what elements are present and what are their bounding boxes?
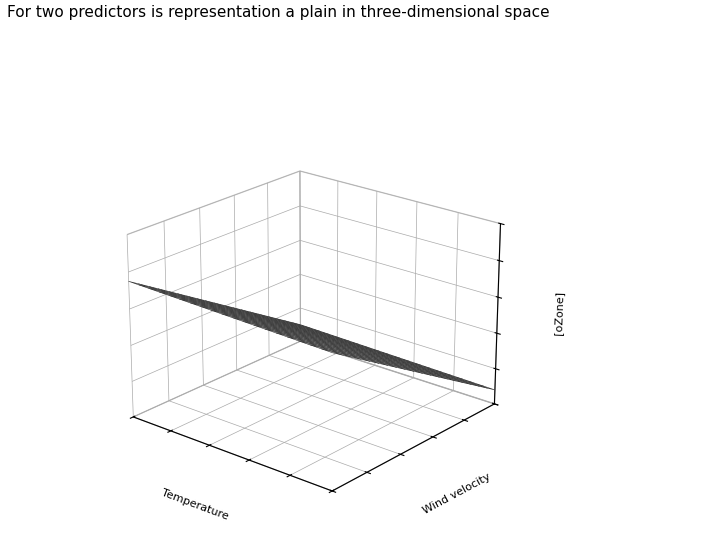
Text: For two predictors is representation a plain in three-dimensional space: For two predictors is representation a p… (7, 5, 550, 21)
X-axis label: Temperature: Temperature (160, 488, 230, 522)
Y-axis label: Wind velocity: Wind velocity (421, 472, 492, 516)
